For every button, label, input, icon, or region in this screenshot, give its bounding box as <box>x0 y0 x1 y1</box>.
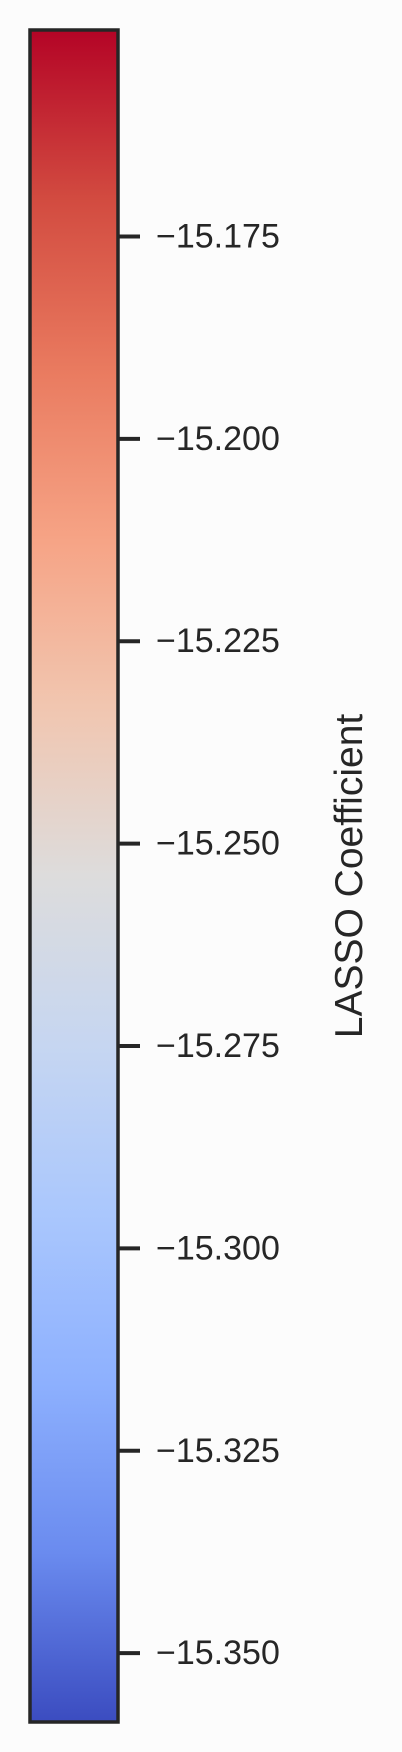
colorbar-tick-label: −15.225 <box>156 622 280 660</box>
colorbar-tick-label: −15.325 <box>156 1432 280 1470</box>
colorbar-label: LASSO Coefficient <box>328 714 371 1039</box>
colorbar-tick-label: −15.175 <box>156 217 280 255</box>
colorbar-frame <box>28 28 120 1724</box>
colorbar-tick-label: −15.200 <box>156 420 280 458</box>
colorbar-tick-label: −15.275 <box>156 1027 280 1065</box>
colorbar-tick-label: −15.250 <box>156 825 280 863</box>
colorbar-fill <box>30 30 118 1722</box>
colorbar-tick-label: −15.300 <box>156 1229 280 1267</box>
colorbar-tick-label: −15.350 <box>156 1634 280 1672</box>
colorbar-ticks: −15.175 −15.200 −15.225 −15.250 −15.275 −15.3… <box>118 217 280 1672</box>
